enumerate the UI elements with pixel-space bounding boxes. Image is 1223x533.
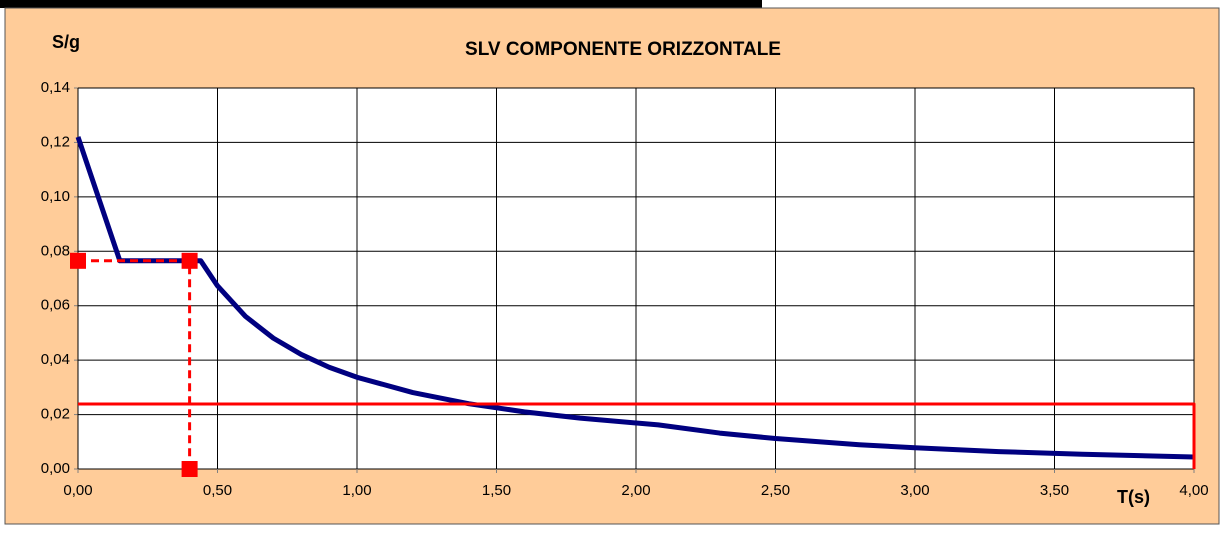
- x-tick-label: 3,50: [1040, 482, 1069, 499]
- chart-title: SLV COMPONENTE ORIZZONTALE: [465, 39, 781, 60]
- y-axis-label: S/g: [52, 32, 80, 52]
- x-tick-label: 0,00: [63, 482, 92, 499]
- y-tick-label: 0,08: [41, 242, 70, 259]
- x-axis-label: T(s): [1117, 487, 1150, 507]
- y-tick-label: 0,12: [41, 133, 70, 150]
- x-tick-label: 0,50: [203, 482, 232, 499]
- marker: [181, 252, 198, 269]
- y-tick-label: 0,04: [41, 351, 70, 368]
- x-tick-label: 1,50: [482, 482, 511, 499]
- x-tick-label: 1,00: [342, 482, 371, 499]
- header-bar: [0, 0, 762, 8]
- y-tick-label: 0,06: [41, 297, 70, 314]
- y-tick-label: 0,02: [41, 406, 70, 423]
- marker: [181, 461, 198, 477]
- y-tick-label: 0,00: [41, 460, 70, 477]
- x-tick-label: 4,00: [1179, 482, 1208, 499]
- line: [78, 402, 1196, 469]
- x-tick-label: 2,00: [621, 482, 650, 499]
- marker: [70, 252, 86, 269]
- x-tick-label: 2,50: [761, 482, 790, 499]
- x-tick-label: 3,00: [900, 482, 929, 499]
- y-tick-label: 0,10: [41, 188, 70, 205]
- y-tick-label: 0,14: [41, 79, 70, 96]
